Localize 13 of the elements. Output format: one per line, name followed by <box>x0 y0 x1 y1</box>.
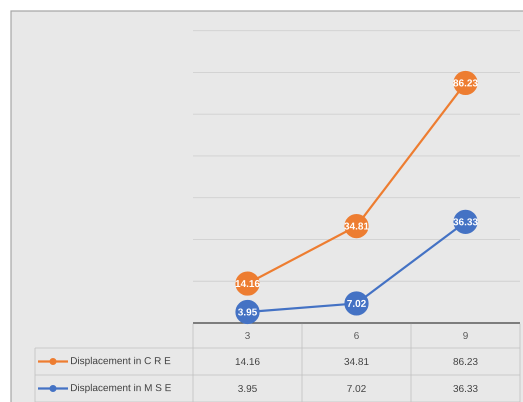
data-label: 7.02 <box>347 384 366 392</box>
x-tick-label: 6 <box>354 332 359 340</box>
legend-label: Displacement in M S E <box>71 384 171 394</box>
data-label: 36.33 <box>453 384 478 392</box>
annotation: 3.95 <box>238 308 257 316</box>
x-tick-label: 9 <box>463 332 468 340</box>
data-label: 14.16 <box>236 358 260 366</box>
data-label: 3.95 <box>238 384 257 392</box>
data-label: 86.23 <box>453 358 478 366</box>
annotation: 7.02 <box>347 300 366 307</box>
x-tick-label: 3 <box>245 332 250 340</box>
legend-label: Displacement in C R E <box>71 356 170 366</box>
data-label: 34.81 <box>344 358 369 366</box>
